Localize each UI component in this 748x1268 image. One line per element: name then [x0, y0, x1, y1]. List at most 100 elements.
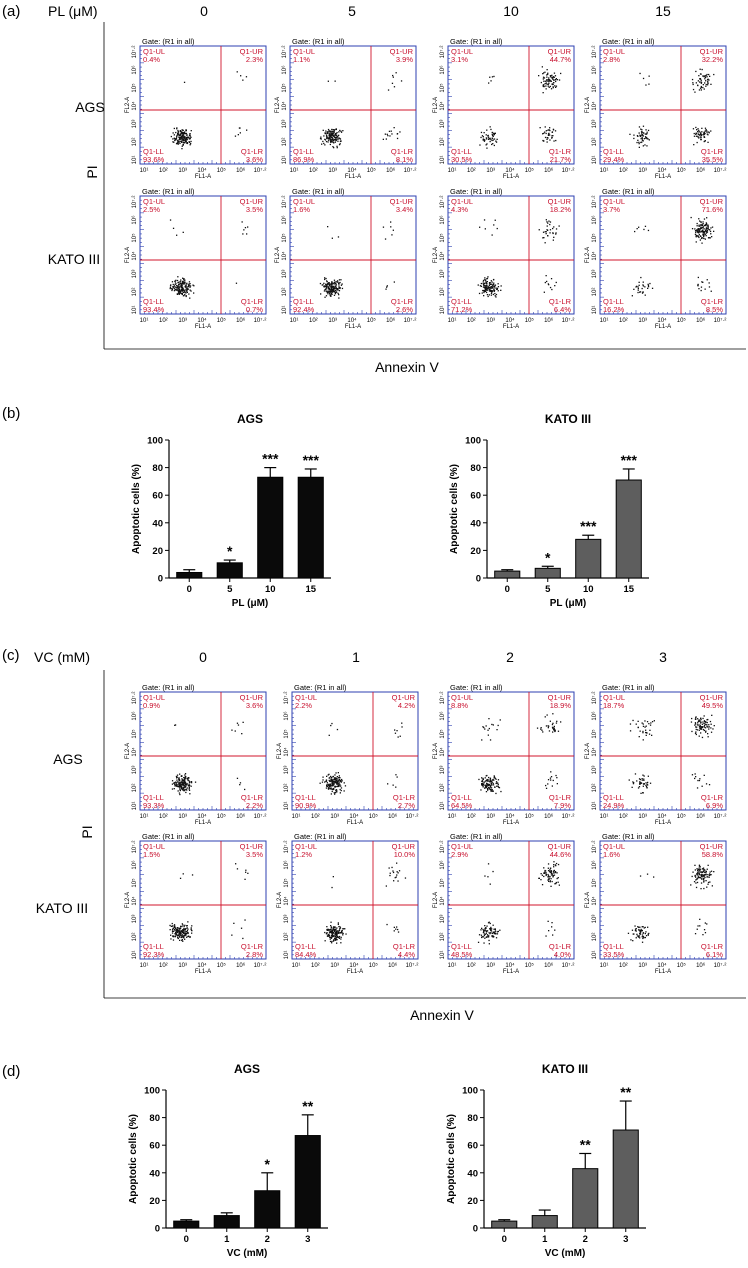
flow-a-r1c0-event-q0 [186, 289, 188, 291]
flow-a-r1c3-y-tick-label: 10³ [592, 270, 598, 279]
flow-c-r1c2-event-q2 [547, 870, 550, 872]
flow-a-r1c2-event-q0 [496, 287, 499, 289]
flow-a-r1c3-event-q1 [701, 281, 703, 283]
flow-a-r1c3-event-q2 [704, 233, 707, 235]
flow-a-r1c3-event-q2 [700, 227, 702, 230]
flow-c-r1c1-q-ll-name: Q1-LL [295, 942, 316, 951]
flow-a-r1c2-q-ul-value: 4.3% [451, 205, 468, 214]
flow-c-r0c3-event-q2 [707, 718, 709, 721]
flow-c-r1c1-event-q0 [324, 940, 326, 942]
flow-a-r0c3-event-q1 [710, 130, 712, 132]
flow-c-r1c2-event-q0 [491, 935, 493, 938]
flow-a-r0c3-event-q0 [645, 129, 647, 131]
flow-a-r0c1-event-q0 [323, 142, 325, 145]
flow-a-r0c2-event-q0 [485, 144, 487, 146]
chart-d-2-y-tick-label: 80 [149, 1113, 160, 1124]
flow-c-r1c1-y-tick-label: 10¹ [284, 951, 290, 960]
flow-a-r1c0-event-q0 [172, 283, 174, 286]
flow-c-r0c2-q-ur-value: 18.9% [550, 701, 572, 710]
flow-a-r0c0-y-tick-label: 10² [132, 138, 138, 147]
flow-a-r0c0-event-q0 [180, 134, 182, 136]
flow-a-r1c2-y-tick-label: 10⁴ [439, 251, 446, 261]
flow-a-r0c3-event-q0 [638, 146, 640, 148]
flow-c-r0c1-event-q0 [328, 785, 331, 787]
flow-a-r0c0-event-q1 [246, 129, 248, 131]
chart-b-0-significance: *** [303, 452, 320, 468]
flow-c-r0c1-event-q2 [401, 726, 403, 728]
flow-c-r1c3-event-q0 [648, 932, 650, 935]
flow-a-r0c1-events [319, 72, 403, 149]
flow-a-r0c1-event-q0 [333, 135, 335, 138]
flow-c-r0c1-x-tick-label: 10³ [330, 814, 339, 820]
flow-a-r1c3-event-q3 [638, 226, 640, 228]
flow-a-r0c0-event-q0 [178, 131, 180, 133]
flow-c-r0c1-event-q1 [395, 786, 397, 788]
flow-c-r0c0-q-ll-value: 93.3% [143, 801, 165, 810]
flow-c-r0c1-y-tick-label: 10² [284, 784, 290, 793]
flow-c-r0c2-events [478, 713, 562, 795]
flow-a-r1c1-event-q0 [336, 291, 338, 293]
flow-a-r1c2-event-q0 [491, 285, 493, 288]
flow-c-r0c3-frame [599, 691, 727, 811]
flow-c-r0c1-event-q0 [334, 793, 336, 795]
flow-c-r1c3-event-q0 [647, 933, 649, 935]
flow-c-r0c0-event-q0 [182, 788, 184, 790]
flow-c-r1c3-event-q0 [633, 933, 635, 935]
flow-c-r1c3-event-q1 [706, 923, 708, 925]
flow-c-r0c1-event-q0 [325, 780, 328, 782]
flow-a-r1c0-plot: Gate: (R1 in all)Q1-UL2.5%Q1-UR3.5%Q1-LL… [125, 187, 267, 330]
flow-a-r0c1-y-tick-label: 10⁵ [281, 83, 288, 93]
flow-c-r1c1-y-tick-label: 10² [284, 933, 290, 942]
flow-a-r1c1-event-q0 [330, 285, 332, 287]
flow-c-r1c2-event-q0 [484, 925, 486, 927]
flow-c-r0c2-event-q0 [487, 783, 489, 785]
flow-a-r1c0-event-q0 [173, 285, 175, 287]
flow-a-r0c1-event-q0 [336, 147, 338, 149]
flow-c-r1c1-event-q2 [397, 880, 399, 882]
chart-b-0-y-tick-label: 100 [147, 436, 163, 447]
flow-a-r1c2-event-q0 [491, 287, 493, 289]
flow-c-r0c0-event-q0 [194, 781, 197, 783]
flow-a-r1c2-q-ll-value: 71.2% [451, 305, 473, 314]
flow-a-r0c0-event-q1 [234, 135, 237, 137]
flow-a-r1c0-event-q0 [174, 283, 176, 285]
flow-c-r0c3-event-q0 [638, 778, 641, 780]
flow-c-r0c1-event-q0 [344, 785, 347, 787]
flow-c-r1c2-event-q2 [550, 878, 552, 880]
flow-a-r0c3-event-q2 [704, 78, 706, 80]
flow-c-r1c0-event-q0 [174, 925, 176, 927]
flow-a-r0c2-event-q1 [547, 129, 549, 131]
flow-a-r0c2-event-q3 [488, 82, 490, 84]
flow-a-r1c3-y-tick-label: 10⁷·² [591, 196, 598, 209]
condition-label-a: PL (μM) [48, 3, 98, 19]
flow-c-r0c1-event-q0 [338, 776, 340, 779]
flow-c-r1c3-event-q2 [703, 875, 705, 877]
flow-a-r0c1-event-q2 [392, 74, 394, 77]
flow-c-r1c3-event-q0 [639, 932, 641, 934]
flow-a-r1c3-event-q1 [708, 286, 711, 288]
flow-c-r1c1-event-q0 [337, 932, 339, 934]
flow-c-r1c1-y-tick-label: 10⁷·² [283, 841, 290, 854]
flow-c-r1c1-event-q0 [336, 938, 338, 941]
flow-c-r1c3-event-q0 [642, 936, 644, 938]
flow-a-r1c3-y-tick-label: 10⁶ [591, 215, 598, 225]
flow-c-r1c0-plot: Gate: (R1 in all)Q1-UL1.5%Q1-UR3.5%Q1-LL… [125, 832, 267, 975]
flow-a-r0c1-event-q0 [333, 135, 335, 137]
flow-a-r1c2-event-q0 [483, 295, 485, 297]
flow-c-r0c1-event-q0 [335, 777, 337, 779]
flow-c-r1c0-event-q0 [183, 934, 185, 936]
flow-c-r0c3-event-q2 [694, 732, 697, 734]
flow-c-r0c0-gate-label: Gate: (R1 in all) [142, 683, 195, 692]
flow-c-r0c2-y-tick-label: 10⁵ [439, 729, 446, 739]
flow-a-r0c3-event-q1 [704, 140, 706, 142]
flow-c-r0c2-event-q2 [547, 727, 549, 729]
flow-c-r0c1-event-q0 [327, 783, 329, 785]
flow-a-r0c0-event-q2 [236, 71, 238, 73]
flow-a-r0c2-event-q2 [552, 76, 554, 78]
flow-c-r0c3-event-q0 [640, 792, 642, 794]
flow-c-r0c2-event-q0 [491, 781, 493, 783]
flow-a-r1c3-event-q0 [637, 287, 639, 290]
flow-c-r0c0-event-q0 [181, 779, 184, 781]
flow-c-r1c0-event-q0 [179, 939, 181, 941]
flow-c-r0c2-y-tick-label: 10¹ [440, 802, 446, 811]
